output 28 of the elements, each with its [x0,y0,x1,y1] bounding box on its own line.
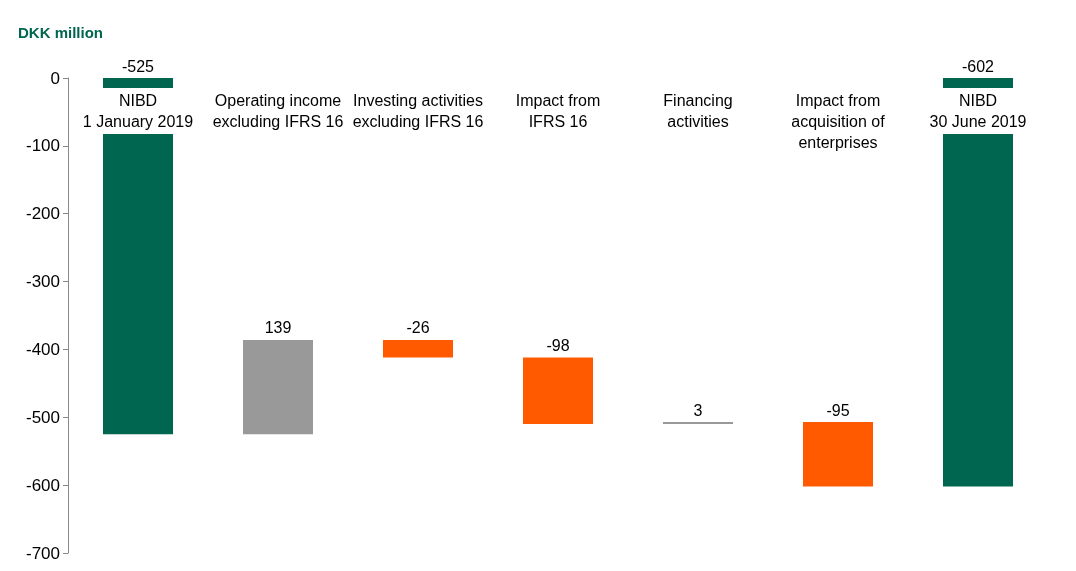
y-tick-label: -200 [25,204,60,224]
y-tick-label: -500 [25,407,60,427]
data-label: 3 [693,401,703,419]
y-tick-label: -300 [25,272,60,292]
bar [243,339,313,435]
x-tick-label: NIBD 1 January 2019 [82,92,194,130]
data-label: -26 [406,319,430,337]
y-tick-label: 0 [50,68,60,88]
x-tick-label: Impact from acquisition of enterprises [791,92,886,151]
y-tick-label: -400 [25,339,60,359]
x-tick-label: NIBD 30 June 2019 [929,92,1027,130]
x-tick-label: Operating income excluding IFRS 16 [212,92,344,130]
y-axis-title: DKK million [18,24,103,41]
bar [383,339,453,358]
data-label: -95 [826,401,850,419]
data-label: 139 [264,319,292,337]
bar [803,422,873,487]
x-tick-label: Investing activities excluding IFRS 16 [352,92,484,130]
y-tick-label: -100 [25,136,60,156]
x-tick-label: Impact from IFRS 16 [515,92,601,130]
y-tick-label: -700 [25,543,60,563]
bar [663,422,733,425]
data-label: -602 [961,57,995,75]
data-label: -525 [121,57,155,75]
bar [523,357,593,425]
y-tick-label: -600 [25,475,60,495]
data-label: -98 [546,337,570,355]
x-tick-label: Financing activities [663,92,733,130]
